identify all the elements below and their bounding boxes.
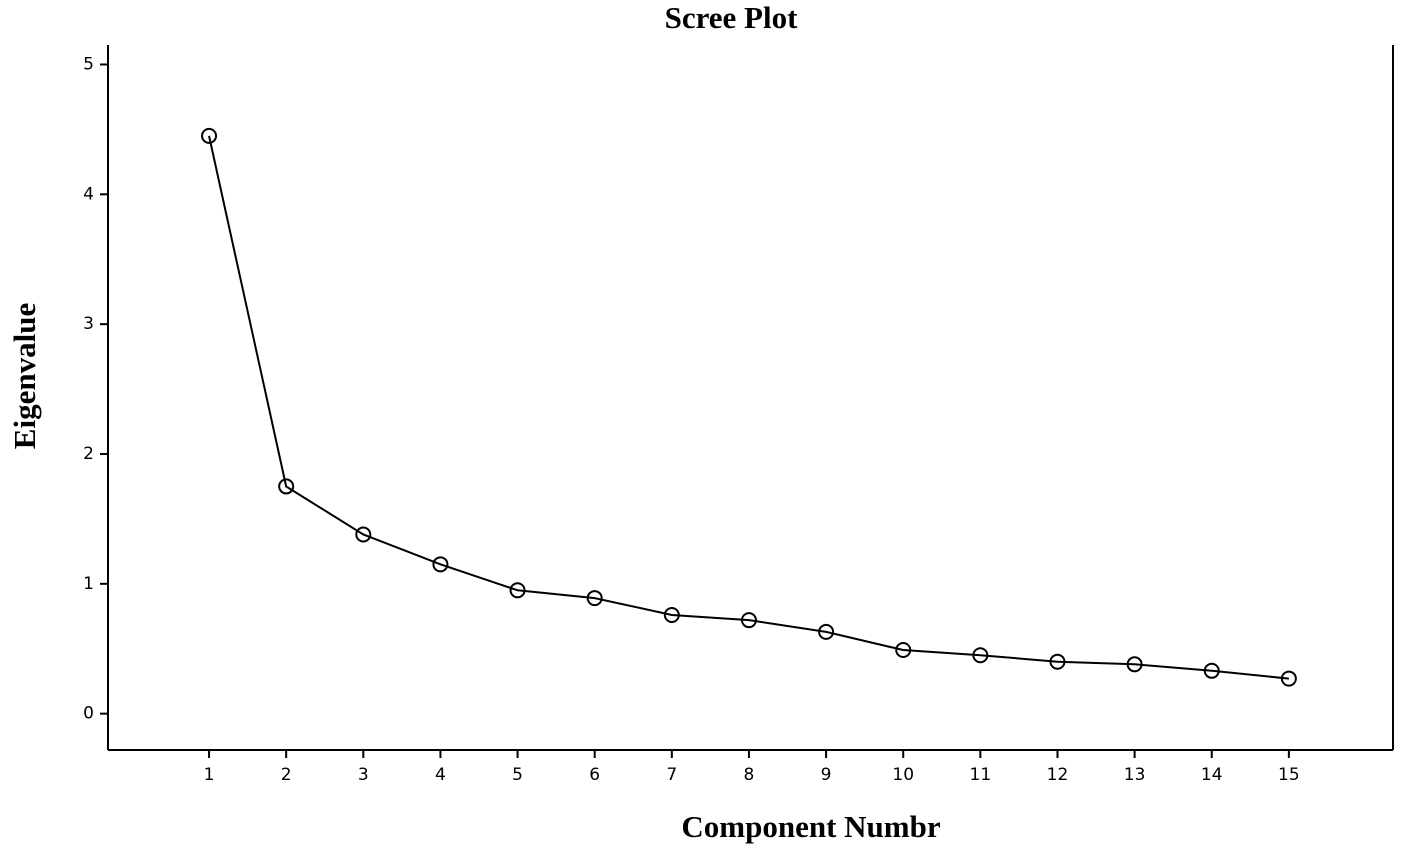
x-tick-label: 13 [1124,765,1146,785]
point [432,556,449,573]
x-tick-label: 1 [204,765,215,785]
x-tick-label: 12 [1047,765,1069,785]
y-tick-label: 4 [83,184,94,204]
x-tick-label: 3 [358,765,369,785]
x-tick-label: 9 [821,765,832,785]
point [663,606,680,623]
line [208,135,1289,680]
y-tick-label: 1 [83,574,94,594]
point [355,526,372,543]
point [586,590,603,607]
x-tick-label: 7 [666,765,677,785]
point [740,612,757,629]
point [818,623,835,640]
x-axis-label: Component Numbr [681,809,940,844]
point [278,478,295,495]
point [972,647,989,664]
x-tick-label: 10 [892,765,914,785]
x-tick-label: 11 [970,765,992,785]
y-tick-label: 2 [83,444,94,464]
point [1049,653,1066,670]
point [895,642,912,659]
point [1203,662,1220,679]
point [1280,670,1297,687]
y-tick-label: 0 [83,704,94,724]
y-axis-label: Eigenvalue [7,303,42,449]
point [1126,656,1143,673]
x-tick-label: 8 [744,765,755,785]
x-tick-label: 6 [589,765,600,785]
x-tick-label: 5 [512,765,523,785]
x-tick-label: 14 [1201,765,1223,785]
chart-title: Scree Plot [665,0,799,35]
point [509,582,526,599]
y-tick-label: 5 [83,54,94,74]
x-tick-label: 15 [1278,765,1300,785]
point [201,127,218,144]
plot-frame [107,45,1394,751]
x-tick-label: 4 [435,765,446,785]
y-tick-label: 3 [83,314,94,334]
x-tick-label: 2 [281,765,292,785]
